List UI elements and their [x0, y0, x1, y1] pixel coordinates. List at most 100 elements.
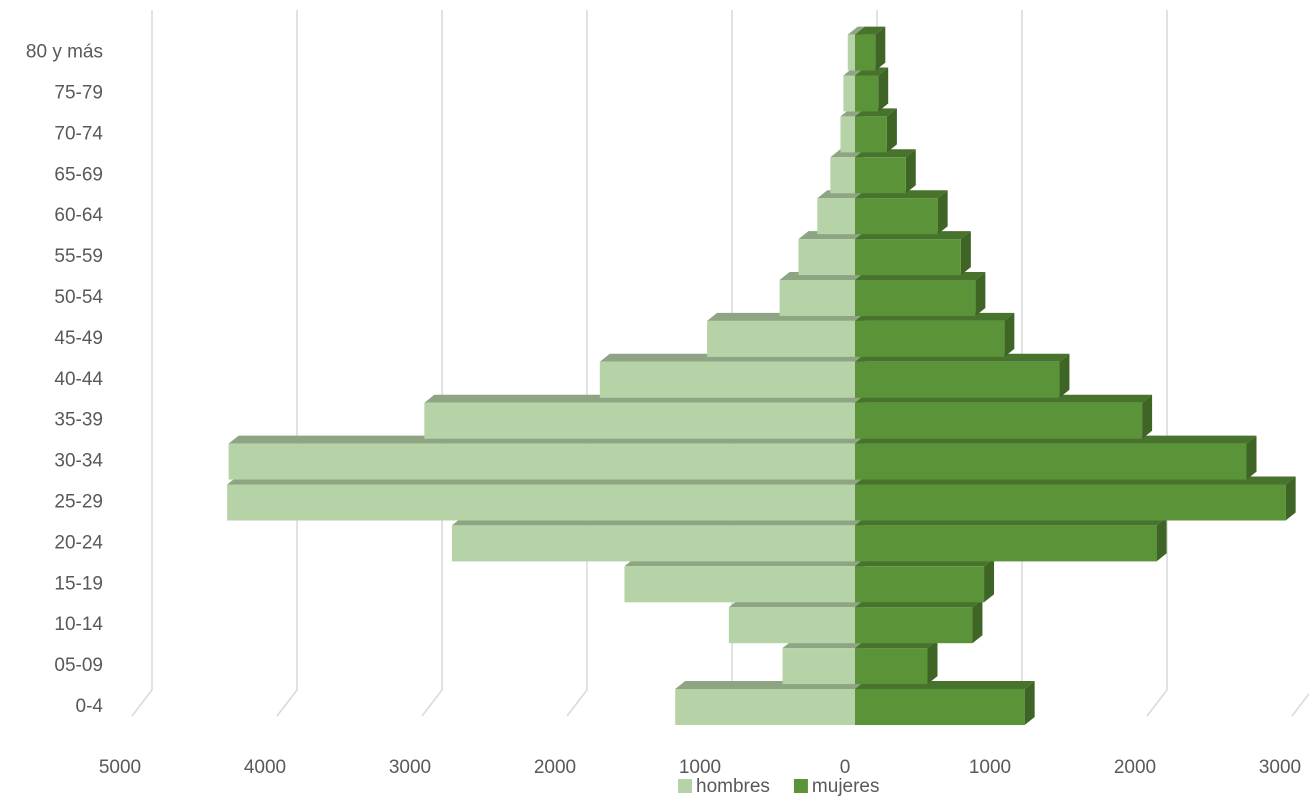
bar [228, 435, 866, 480]
bar-front [855, 198, 938, 235]
bar-front [707, 320, 855, 357]
grid-line [421, 10, 443, 717]
grid-line [1146, 10, 1168, 717]
bar [855, 26, 886, 71]
x-tick-label: 0 [840, 757, 851, 778]
bar [855, 476, 1296, 521]
bar [728, 599, 865, 644]
bar-side [1285, 476, 1296, 521]
y-tick-label: 25-29 [54, 492, 103, 513]
bar-front [798, 239, 855, 276]
bar-side [972, 599, 983, 644]
bar [855, 231, 971, 276]
x-tick-label: 5000 [99, 757, 141, 778]
bar-front [855, 443, 1247, 480]
bar [855, 108, 897, 153]
bar-side [975, 272, 986, 316]
bar-front [855, 280, 976, 316]
bar [855, 190, 948, 235]
bar-front [855, 75, 879, 112]
y-tick-label: 55-59 [54, 246, 103, 267]
bar [855, 394, 1153, 439]
bar-side [886, 108, 897, 153]
bar-top [847, 26, 865, 35]
grid-line [131, 10, 153, 717]
bar-front [847, 34, 855, 71]
bar [707, 312, 865, 357]
y-tick-label: 60-64 [54, 205, 103, 226]
bar-front [675, 689, 855, 725]
bar-front [855, 525, 1157, 562]
bar-front [855, 566, 985, 603]
y-tick-label: 15-19 [54, 573, 103, 594]
bar-front [782, 648, 855, 685]
bar [675, 681, 865, 725]
bar-front [424, 402, 855, 439]
bar [855, 640, 938, 685]
bar-front [855, 157, 906, 194]
bar-side [927, 640, 938, 685]
bar [451, 517, 865, 562]
bar [855, 681, 1035, 725]
bar-side [905, 149, 916, 194]
bar-front [840, 116, 855, 153]
y-tick-label: 65-69 [54, 164, 103, 185]
bar-side [875, 26, 886, 71]
y-tick-label: 80 y más [26, 42, 103, 63]
y-tick-label: 40-44 [54, 369, 103, 390]
x-tick-label: 4000 [244, 757, 286, 778]
bar-front [855, 361, 1060, 398]
bar-front [855, 607, 973, 644]
bar-side [878, 67, 889, 112]
bar [599, 353, 865, 398]
bar [855, 517, 1167, 562]
bar [779, 272, 865, 316]
bar-side [1059, 353, 1070, 398]
bar-front [855, 648, 928, 685]
bar-front [779, 280, 855, 316]
y-tick-label: 50-54 [54, 287, 103, 308]
bar-front [855, 484, 1286, 521]
bar [782, 640, 865, 685]
y-tick-label: 45-49 [54, 328, 103, 349]
bar-front [855, 320, 1005, 357]
y-tick-label: 0-4 [76, 696, 104, 717]
bar-front [817, 198, 855, 235]
bar-front [728, 607, 855, 644]
bar-side [1004, 312, 1015, 357]
x-tick-label: 3000 [1259, 757, 1301, 778]
y-tick-label: 35-39 [54, 410, 103, 431]
bar-side [1142, 394, 1153, 439]
bar [855, 353, 1070, 398]
bar-top [855, 26, 886, 35]
bar-front [624, 566, 855, 603]
legend-label: mujeres [812, 776, 880, 797]
x-tick-label: 2000 [1114, 757, 1156, 778]
bar-front [451, 525, 855, 562]
y-tick-label: 10-14 [54, 614, 103, 635]
bar-side [1246, 435, 1257, 480]
bar-front [855, 402, 1143, 439]
bar-front [228, 443, 856, 480]
bar-front [855, 689, 1025, 725]
y-tick-label: 75-79 [54, 83, 103, 104]
bar [855, 435, 1257, 480]
bar [855, 272, 986, 316]
bar [855, 599, 983, 644]
legend-swatch [678, 779, 692, 793]
bar [424, 394, 865, 439]
grid-line [1291, 692, 1309, 717]
bar [855, 558, 995, 603]
x-tick-label: 1000 [679, 757, 721, 778]
bar-front [227, 484, 855, 521]
y-tick-label: 30-34 [54, 451, 103, 472]
bar [624, 558, 865, 603]
y-tick-label: 20-24 [54, 532, 103, 553]
y-tick-label: 05-09 [54, 655, 103, 676]
bar-side [960, 231, 971, 276]
x-tick-label: 1000 [969, 757, 1011, 778]
y-tick-label: 70-74 [54, 123, 103, 144]
x-tick-label: 2000 [534, 757, 576, 778]
grid-line [276, 10, 298, 717]
